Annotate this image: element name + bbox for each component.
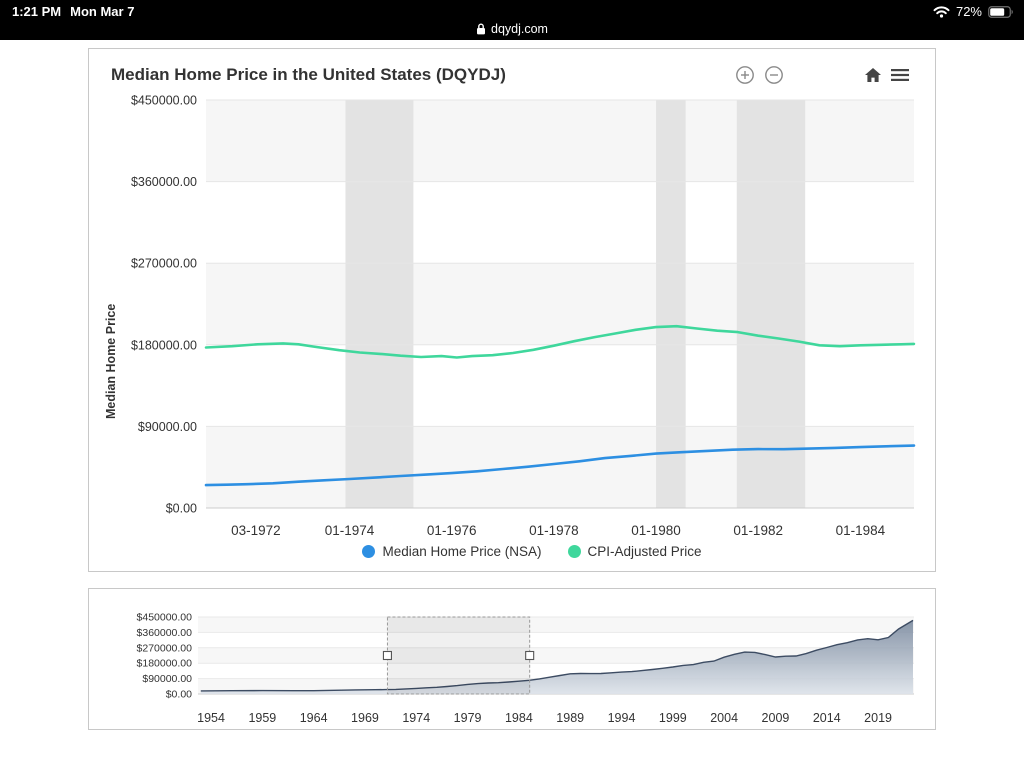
- home-icon: [865, 68, 881, 82]
- menu-button[interactable]: [891, 68, 909, 82]
- axis-label: 1969: [351, 711, 379, 725]
- axis-label: 2014: [813, 711, 841, 725]
- status-bar: 1:21 PM Mon Mar 7 72% dqydj.com: [0, 0, 1024, 40]
- axis-label: 01-1974: [325, 523, 375, 538]
- axis-label: $450000.00: [137, 612, 193, 624]
- axis-label: 1979: [454, 711, 482, 725]
- axis-label: 2019: [864, 711, 892, 725]
- wifi-icon: [933, 5, 950, 18]
- axis-label: 1989: [556, 711, 584, 725]
- page: Median Home Price in the United States (…: [0, 40, 1024, 768]
- stripe-band: [206, 426, 914, 508]
- series-line[interactable]: [204, 324, 916, 359]
- home-button[interactable]: [864, 67, 882, 83]
- axis-label: 1974: [402, 711, 430, 725]
- clock: 1:21 PM: [12, 4, 62, 19]
- axis-label: 2009: [762, 711, 790, 725]
- battery-percent: 72%: [955, 4, 982, 19]
- date: Mon Mar 7: [70, 4, 135, 19]
- axis-label: $0.00: [166, 502, 197, 516]
- axis-label: $90000.00: [142, 673, 192, 685]
- legend-marker-cpi: [567, 545, 581, 558]
- axis-label: 1959: [248, 711, 276, 725]
- axis-label: $180000.00: [131, 338, 197, 352]
- chart-toolbar: [735, 65, 909, 85]
- stripe-band: [198, 617, 914, 633]
- axis-label: $450000.00: [131, 94, 197, 108]
- axis-label: 1999: [659, 711, 687, 725]
- axis-label: 01-1982: [733, 523, 783, 538]
- axis-label: 03-1972: [231, 523, 281, 538]
- axis-label: 01-1980: [631, 523, 681, 538]
- status-right: 72%: [933, 4, 1014, 19]
- main-chart-card: Median Home Price in the United States (…: [88, 48, 936, 572]
- axis-label: $360000.00: [137, 627, 193, 639]
- recession-band: [656, 100, 686, 508]
- axis-label: $180000.00: [137, 658, 193, 670]
- lock-icon: [476, 23, 486, 35]
- axis-label: 2004: [710, 711, 738, 725]
- navigator-area: [200, 620, 914, 694]
- navigator-selection[interactable]: [386, 616, 531, 695]
- battery-icon: [988, 5, 1014, 18]
- recession-band: [736, 100, 806, 508]
- axis-label: 1964: [300, 711, 328, 725]
- axis-label: 1954: [197, 711, 225, 725]
- navigator-chart[interactable]: $450000.00 $360000.00 $270000.00 $180000.00…: [89, 589, 935, 729]
- zoom-in-button[interactable]: [735, 65, 755, 85]
- axis-label: $270000.00: [131, 257, 197, 271]
- status-left: 1:21 PM Mon Mar 7: [12, 4, 134, 19]
- legend-label-nsa: Median Home Price (NSA): [382, 544, 542, 559]
- zoom-out-icon: [765, 66, 783, 84]
- legend-marker-nsa: [362, 545, 376, 558]
- axis-label: 01-1978: [529, 523, 579, 538]
- axis-label: 01-1984: [836, 523, 886, 538]
- y-axis-title: Median Home Price: [104, 303, 118, 419]
- legend-item-nsa[interactable]: Median Home Price (NSA): [362, 544, 542, 559]
- axis-label: 1994: [608, 711, 636, 725]
- series-line[interactable]: [204, 444, 916, 487]
- zoom-out-button[interactable]: [764, 65, 784, 85]
- axis-label: $90000.00: [138, 420, 197, 434]
- navigator-handle-left[interactable]: [382, 650, 392, 661]
- navigator-card: $450000.00 $360000.00 $270000.00 $180000.00…: [88, 588, 936, 730]
- zoom-in-icon: [736, 66, 754, 84]
- navigator-handle-right[interactable]: [525, 650, 535, 661]
- menu-icon: [891, 69, 909, 81]
- recession-band: [345, 100, 414, 508]
- legend-label-cpi: CPI-Adjusted Price: [587, 544, 702, 559]
- chart-title: Median Home Price in the United States (…: [111, 65, 506, 84]
- main-chart[interactable]: $450000.00 $360000.00 $270000.00 $180000.00…: [89, 87, 935, 542]
- chart-header: Median Home Price in the United States (…: [89, 49, 935, 87]
- stripe-band: [206, 263, 914, 345]
- stripe-band: [206, 100, 914, 182]
- axis-label: 01-1976: [427, 523, 477, 538]
- url-text: dqydj.com: [491, 22, 548, 36]
- url-bar[interactable]: dqydj.com: [0, 19, 1024, 39]
- axis-label: 1984: [505, 711, 533, 725]
- navigator-line: [200, 619, 914, 692]
- axis-label: $270000.00: [137, 642, 193, 654]
- chart-legend: Median Home Price (NSA) CPI-Adjusted Pri…: [89, 542, 935, 571]
- axis-label: $360000.00: [131, 175, 197, 189]
- axis-label: $0.00: [166, 689, 192, 701]
- legend-item-cpi[interactable]: CPI-Adjusted Price: [567, 544, 702, 559]
